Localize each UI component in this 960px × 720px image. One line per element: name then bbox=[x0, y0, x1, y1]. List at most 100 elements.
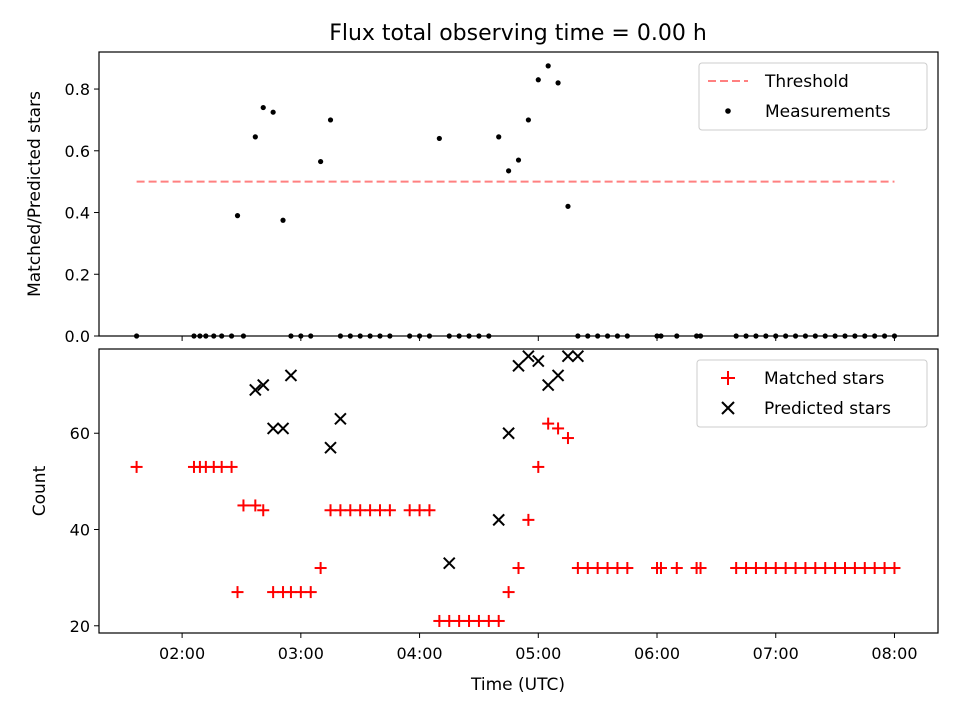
chart-title: Flux total observing time = 0.00 h bbox=[329, 21, 707, 46]
top-y-tick-label: 0.6 bbox=[65, 142, 90, 161]
measurement-point bbox=[812, 333, 818, 339]
predicted-star-point bbox=[257, 378, 270, 392]
predicted-star-point bbox=[334, 412, 347, 426]
predicted-star-stroke bbox=[249, 383, 262, 397]
predicted-star-stroke bbox=[324, 441, 337, 454]
measurement-point bbox=[456, 333, 462, 339]
measurement-point bbox=[614, 333, 621, 339]
predicted-star-point bbox=[561, 350, 575, 363]
measurement-point bbox=[476, 333, 482, 339]
matched-star-point bbox=[552, 422, 565, 435]
measurement-point bbox=[288, 333, 294, 339]
predicted-star-stroke bbox=[284, 369, 298, 382]
predicted-star-stroke bbox=[492, 513, 505, 527]
measurement-point bbox=[367, 333, 373, 339]
predicted-star-point bbox=[551, 369, 565, 382]
measurement-point bbox=[446, 333, 452, 339]
measurement-point bbox=[308, 333, 314, 339]
matched-star-point bbox=[621, 562, 634, 575]
predicted-star-stroke bbox=[522, 350, 535, 363]
measurement-point bbox=[783, 333, 789, 339]
measurement-point bbox=[658, 333, 664, 339]
matched-star-point bbox=[423, 504, 436, 517]
predicted-star-point bbox=[541, 378, 555, 392]
predicted-star-stroke bbox=[443, 556, 456, 570]
bottom-legend: Matched stars Predicted stars bbox=[696, 359, 928, 428]
x-tick-label: 03:00 bbox=[278, 644, 324, 663]
measurement-point bbox=[792, 333, 799, 339]
bottom-y-tick-label: 20 bbox=[70, 617, 90, 636]
matched-star-point bbox=[888, 562, 901, 575]
measurement-point bbox=[891, 333, 898, 339]
measurement-point bbox=[872, 333, 878, 339]
measurement-point bbox=[743, 333, 749, 339]
measurement-point bbox=[585, 333, 591, 339]
top-y-tick-label: 0.8 bbox=[65, 80, 90, 99]
predicted-star-point bbox=[502, 427, 515, 440]
measurement-point bbox=[604, 333, 611, 339]
x-tick-label: 02:00 bbox=[159, 644, 205, 663]
top-y-tick-label: 0.2 bbox=[65, 265, 90, 284]
measurement-point bbox=[753, 333, 759, 339]
measurement-point bbox=[654, 333, 660, 339]
matched-star-point bbox=[237, 499, 250, 512]
measurement-point bbox=[203, 333, 209, 339]
matched-star-point bbox=[130, 460, 143, 473]
predicted-star-point bbox=[266, 422, 280, 435]
matched-star-point bbox=[492, 614, 505, 627]
top-y-tick-label: 0.0 bbox=[65, 327, 90, 346]
measurement-point bbox=[191, 333, 197, 339]
bottom-plot-frame bbox=[98, 348, 939, 634]
x-tick-label: 05:00 bbox=[515, 644, 561, 663]
measurement-point bbox=[197, 333, 203, 339]
matched-star-point bbox=[654, 562, 667, 575]
matched-star-point bbox=[512, 562, 525, 575]
measurement-point bbox=[693, 333, 700, 339]
matched-star-point bbox=[670, 562, 683, 575]
measurement-point bbox=[545, 63, 551, 69]
measurement-point bbox=[674, 333, 680, 339]
measurement-point bbox=[486, 333, 492, 339]
bottom-y-tick-label: 40 bbox=[70, 521, 90, 540]
measurement-point bbox=[280, 217, 286, 223]
matched-star-point bbox=[249, 499, 262, 512]
predicted-star-point bbox=[532, 354, 545, 368]
legend-predicted-swatch bbox=[721, 401, 735, 415]
matched-star-point bbox=[231, 586, 244, 599]
predicted-star-stroke bbox=[502, 427, 515, 440]
measurement-point bbox=[133, 333, 140, 339]
measurement-point bbox=[347, 333, 353, 339]
predicted-star-stroke bbox=[541, 378, 555, 392]
measurement-point bbox=[377, 333, 383, 339]
measurement-point bbox=[252, 134, 258, 140]
measurement-point bbox=[219, 333, 225, 339]
measurement-point bbox=[852, 333, 858, 339]
measurement-point bbox=[260, 104, 266, 111]
measurement-point bbox=[515, 157, 522, 163]
matched-star-point bbox=[502, 586, 515, 599]
predicted-star-stroke bbox=[257, 378, 270, 392]
top-y-tick-label: 0.4 bbox=[65, 204, 90, 223]
matched-star-point bbox=[314, 562, 327, 575]
measurement-point bbox=[407, 333, 413, 339]
measurement-point bbox=[832, 333, 838, 339]
predicted-star-stroke bbox=[561, 350, 575, 363]
top-plot-frame bbox=[98, 51, 939, 337]
measurement-point bbox=[426, 333, 433, 339]
bottom-y-axis-label: Count bbox=[30, 465, 50, 516]
top-legend: Threshold Measurements bbox=[698, 62, 928, 131]
measurement-point bbox=[697, 333, 704, 339]
predicted-star-point bbox=[324, 441, 337, 454]
matched-star-point bbox=[257, 504, 270, 517]
matched-star-point bbox=[225, 460, 238, 473]
predicted-star-stroke bbox=[266, 422, 280, 435]
matched-star-point bbox=[532, 460, 545, 473]
predicted-star-point bbox=[571, 350, 585, 363]
matched-star-point bbox=[522, 513, 535, 526]
predicted-star-point bbox=[443, 556, 456, 570]
matched-star-point bbox=[542, 417, 555, 430]
x-tick-label: 08:00 bbox=[871, 644, 917, 663]
top-legend-box bbox=[698, 62, 928, 131]
predicted-star-point bbox=[512, 359, 525, 373]
